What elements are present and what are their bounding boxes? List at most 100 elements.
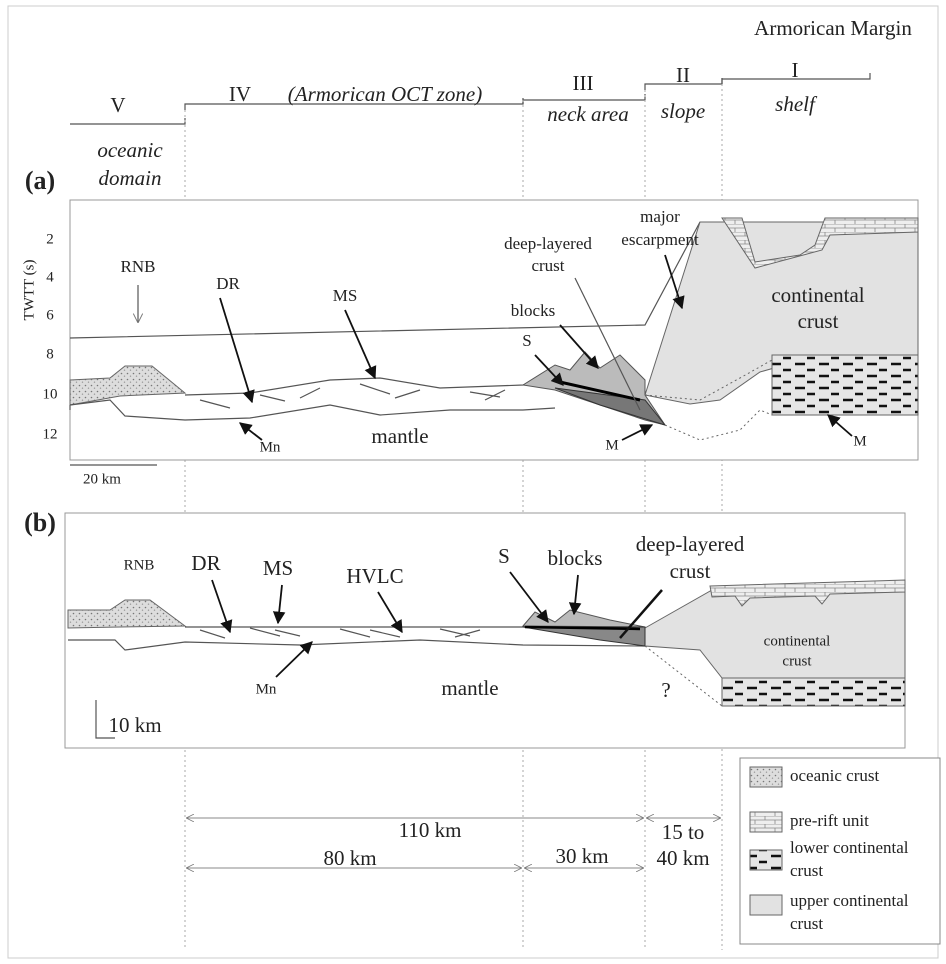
distance-arrows <box>187 818 720 868</box>
axis-ticks: 2 4 6 8 10 12 <box>43 231 58 442</box>
annotation: continental <box>771 283 864 307</box>
annotation: escarpment <box>621 230 699 249</box>
annotation: crust <box>798 309 839 333</box>
annotation: M <box>853 433 866 449</box>
arrow <box>568 574 582 616</box>
legend-label: upper continental <box>790 891 909 910</box>
annotation: ? <box>661 678 670 702</box>
annotation: blocks <box>548 546 603 570</box>
tick-label: 6 <box>46 307 54 323</box>
arrow <box>275 641 313 678</box>
panel-label: (b) <box>24 508 56 537</box>
oct-fabric <box>199 627 481 639</box>
arrow <box>534 354 564 386</box>
annotation: crust <box>531 256 564 275</box>
moho <box>68 639 646 651</box>
distance-label: 30 km <box>555 844 608 868</box>
title: Armorican Margin <box>754 16 912 40</box>
distance-label: 80 km <box>323 846 376 870</box>
annotation: MS <box>263 556 293 580</box>
annotation: RNB <box>124 557 155 573</box>
arrow <box>272 584 286 625</box>
annotation: deep-layered <box>504 234 592 253</box>
pre-rift <box>709 579 906 607</box>
arrow <box>219 297 255 404</box>
annotation: major <box>640 207 680 226</box>
frame <box>7 5 939 959</box>
oct-fabric <box>199 383 506 409</box>
annotation: MS <box>333 286 358 305</box>
detachment-s <box>559 380 641 402</box>
seafloor <box>69 221 701 339</box>
annotation: S <box>522 331 531 350</box>
annotation: mantle <box>441 676 498 700</box>
lower-crust <box>721 677 906 707</box>
domain-numeral: V <box>110 93 125 117</box>
domain-name: shelf <box>775 92 818 116</box>
arrow <box>664 254 685 310</box>
moho-dotted <box>644 645 723 707</box>
annotation: DR <box>191 551 220 575</box>
pre-rift <box>721 217 919 269</box>
annotation: DR <box>216 274 240 293</box>
annotation: blocks <box>511 301 555 320</box>
legend-label: oceanic crust <box>790 766 879 785</box>
detachment-s <box>524 625 641 631</box>
distance-label: 110 km <box>399 818 462 842</box>
arrow <box>827 414 853 437</box>
legend-swatch <box>749 811 783 833</box>
domain-name: (Armorican OCT zone) <box>288 82 482 106</box>
tick-label: 10 <box>43 386 58 402</box>
annotation: M <box>605 437 618 453</box>
arrow <box>509 571 549 624</box>
moho-dotted <box>664 409 773 441</box>
annotation: Mn <box>260 439 281 455</box>
scale-bar <box>95 700 115 739</box>
section-b <box>67 579 906 707</box>
annotation: S <box>498 544 510 568</box>
tick-label: 2 <box>46 231 54 247</box>
pointer <box>574 277 641 411</box>
section-a <box>69 217 919 441</box>
domain-numeral: II <box>676 63 690 87</box>
legend-swatch <box>749 766 783 788</box>
legend-swatch <box>749 849 783 871</box>
legend-swatch <box>749 894 783 916</box>
scale-label: 10 km <box>108 713 161 737</box>
scale-label: 20 km <box>83 471 121 487</box>
legend-label: crust <box>790 861 823 880</box>
domain-numeral: III <box>573 71 594 95</box>
legend-label: crust <box>790 914 823 933</box>
tick-label: 4 <box>46 269 54 285</box>
tick-label: 8 <box>46 346 54 362</box>
annotation: RNB <box>121 257 156 276</box>
moho <box>69 399 556 421</box>
arrow <box>621 424 654 441</box>
annotation: Mn <box>256 681 277 697</box>
distance-label: 15 to <box>662 820 705 844</box>
arrow <box>211 579 233 634</box>
domain-name: oceanic <box>97 138 163 162</box>
domain-name: domain <box>99 166 162 190</box>
domain-name: neck area <box>547 102 628 126</box>
panel-label: (a) <box>25 166 55 195</box>
domain-name: slope <box>661 99 705 123</box>
annotation: crust <box>782 653 812 669</box>
distance-label: 40 km <box>656 846 709 870</box>
annotation: mantle <box>371 424 428 448</box>
annotation: crust <box>670 559 711 583</box>
arrow <box>559 324 599 369</box>
pointer <box>619 589 663 639</box>
legend-label: lower continental <box>790 838 909 857</box>
annotation: continental <box>764 633 831 649</box>
domain-numeral: IV <box>229 82 251 106</box>
arrow <box>377 591 403 634</box>
domain-numeral: I <box>792 58 799 82</box>
annotation: deep-layered <box>636 532 745 556</box>
oceanic-crust <box>67 599 187 629</box>
arrow <box>239 422 263 441</box>
tick-label: 12 <box>43 426 58 442</box>
legend-label: pre-rift unit <box>790 811 869 830</box>
arrow <box>344 309 377 380</box>
